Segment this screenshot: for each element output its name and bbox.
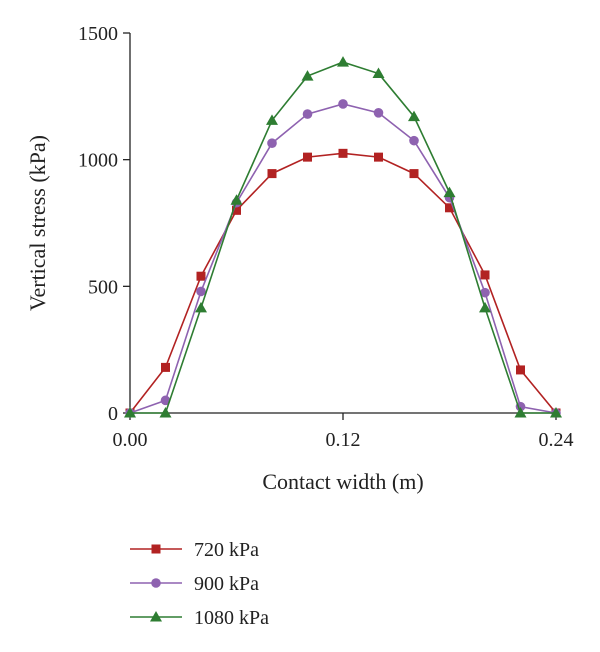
data-point bbox=[373, 108, 384, 118]
legend-marker bbox=[151, 578, 161, 588]
data-point bbox=[479, 301, 491, 313]
data-point bbox=[514, 407, 527, 418]
data-point bbox=[196, 271, 206, 281]
y-tick-label: 1000 bbox=[78, 150, 118, 172]
data-point bbox=[480, 270, 490, 280]
data-point bbox=[266, 114, 278, 125]
legend-item: 720 kPa bbox=[130, 539, 259, 561]
data-point bbox=[550, 407, 562, 418]
series-2 bbox=[124, 56, 562, 418]
series-line bbox=[129, 152, 557, 414]
data-point bbox=[267, 169, 277, 179]
series-layer bbox=[124, 56, 562, 418]
legend-item: 1080 kPa bbox=[130, 607, 269, 629]
series-0 bbox=[125, 148, 561, 418]
data-point bbox=[338, 99, 348, 109]
legend-label: 1080 kPa bbox=[194, 607, 269, 629]
series-1 bbox=[125, 99, 561, 418]
data-point bbox=[303, 152, 312, 162]
legend-item: 900 kPa bbox=[130, 573, 259, 595]
data-point bbox=[516, 365, 525, 375]
data-point bbox=[374, 152, 383, 162]
data-point bbox=[195, 301, 207, 313]
legend-marker bbox=[150, 611, 162, 622]
data-point bbox=[338, 148, 348, 158]
y-axis: 0 500 1000 1500 bbox=[78, 23, 131, 425]
y-tick-label: 1500 bbox=[78, 23, 118, 45]
legend-marker bbox=[151, 544, 161, 554]
y-axis-title: Vertical stress (kPa) bbox=[25, 135, 50, 311]
data-point bbox=[230, 194, 243, 205]
y-tick-label: 500 bbox=[88, 276, 118, 298]
data-point bbox=[196, 286, 206, 297]
data-point bbox=[480, 287, 490, 298]
data-point bbox=[159, 407, 172, 418]
y-tick-label: 0 bbox=[108, 403, 118, 425]
legend: 720 kPa 900 kPa 1080 kPa bbox=[130, 539, 269, 629]
x-tick-label: 0.00 bbox=[113, 429, 148, 451]
data-point bbox=[160, 395, 171, 406]
x-axis-title: Contact width (m) bbox=[262, 469, 423, 494]
data-point bbox=[409, 169, 419, 179]
data-point bbox=[372, 67, 385, 79]
data-point bbox=[337, 56, 349, 67]
x-tick-label: 0.12 bbox=[326, 429, 361, 451]
data-point bbox=[161, 362, 170, 372]
data-point bbox=[232, 205, 241, 215]
data-point bbox=[302, 109, 313, 119]
data-point bbox=[408, 110, 420, 122]
series-line bbox=[130, 61, 556, 414]
data-point bbox=[301, 70, 314, 81]
data-point bbox=[124, 407, 136, 418]
data-point bbox=[267, 138, 277, 148]
x-axis: 0.00 0.12 0.24 bbox=[113, 412, 574, 451]
data-point bbox=[443, 186, 456, 198]
data-point bbox=[409, 135, 419, 146]
legend-label: 900 kPa bbox=[194, 573, 259, 595]
legend-label: 720 kPa bbox=[194, 539, 259, 561]
x-tick-label: 0.24 bbox=[539, 429, 574, 451]
data-point bbox=[445, 203, 454, 213]
